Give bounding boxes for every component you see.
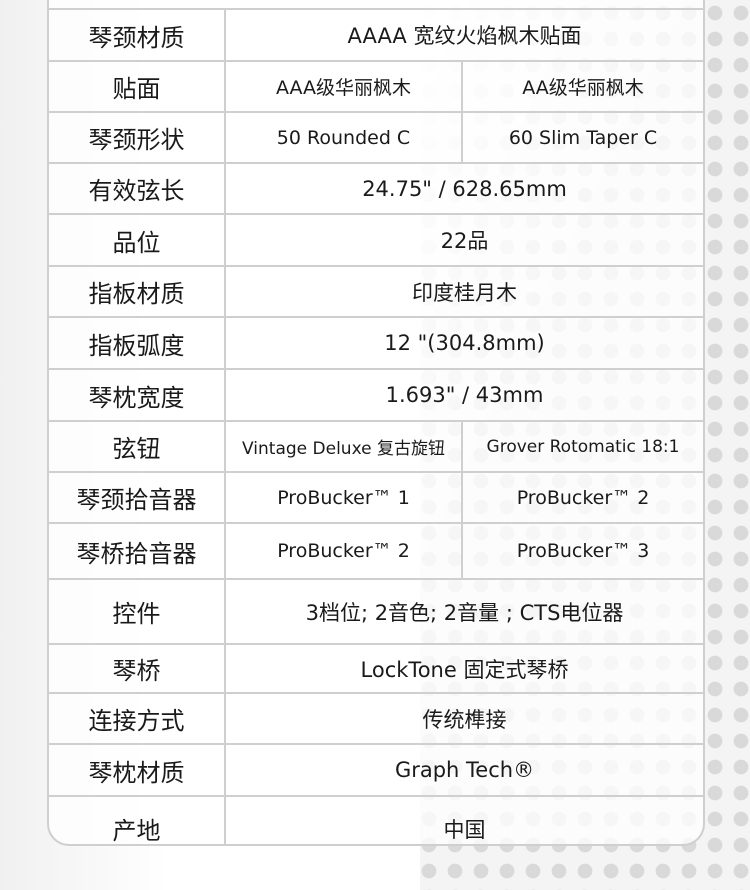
- spec-value: 24.75" / 628.65mm: [362, 176, 567, 201]
- spec-value: Graph Tech®: [394, 758, 535, 782]
- spec-value: 12 "(304.8mm): [384, 331, 545, 355]
- spec-label: 琴颈形状: [49, 113, 226, 162]
- spec-row: 琴枕宽度 1.693" / 43mm: [49, 368, 703, 420]
- spec-row: 琴枕材质 Graph Tech®: [49, 743, 703, 795]
- spec-label: 琴桥拾音器: [49, 524, 226, 578]
- spec-label: 指板材质: [49, 267, 226, 316]
- spec-value: Grover Rotomatic 18:1: [461, 422, 703, 471]
- spec-value: ProBucker™ 1: [277, 486, 410, 509]
- spec-row: 弦钮 Vintage Deluxe 复古旋钮 Grover Rotomatic 18…: [49, 420, 703, 471]
- spec-value: ProBucker™ 2: [461, 473, 703, 522]
- spec-row: 琴颈拾音器 ProBucker™ 1 ProBucker™ 2: [49, 471, 703, 522]
- spec-value: 1.693" / 43mm: [385, 383, 544, 407]
- spec-label: 琴枕宽度: [49, 370, 226, 420]
- spec-label: 连接方式: [49, 694, 226, 743]
- spec-label: 琴枕材质: [49, 745, 226, 795]
- spec-label: 贴面: [49, 62, 226, 111]
- spec-label: 弦钮: [49, 422, 226, 471]
- spec-value: ProBucker™ 3: [461, 524, 703, 578]
- spec-value: 传统榫接: [422, 707, 507, 732]
- spec-value: LockTone 固定式琴桥: [360, 657, 569, 682]
- spec-row: 连接方式 传统榫接: [49, 692, 703, 743]
- spec-row: 贴面 AAA级华丽枫木 AA级华丽枫木: [49, 60, 703, 111]
- spec-row: 琴桥 LockTone 固定式琴桥: [49, 643, 703, 692]
- spec-value: Vintage Deluxe 复古旋钮: [242, 439, 445, 459]
- spec-value: AAA级华丽枫木: [275, 77, 412, 99]
- spec-row: 琴桥拾音器 ProBucker™ 2 ProBucker™ 3: [49, 522, 703, 578]
- spec-label: 指板弧度: [49, 318, 226, 368]
- spec-row: 控件 3档位; 2音色; 2音量 ; CTS电位器: [49, 578, 703, 643]
- spec-row: 琴颈形状 50 Rounded C 60 Slim Taper C: [49, 111, 703, 162]
- spec-label: 琴颈材质: [49, 10, 226, 60]
- spec-row: 指板材质 印度桂月木: [49, 265, 703, 316]
- spec-row: 品位 22品: [49, 213, 703, 265]
- spec-table: 琴颈材质 AAAA 宽纹火焰枫木贴面贴面 AAA级华丽枫木 AA级华丽枫木琴颈形状 50…: [47, 0, 705, 846]
- spec-value: AA级华丽枫木: [461, 62, 703, 111]
- spec-value: 中国: [443, 817, 486, 842]
- spec-label: 品位: [49, 215, 226, 265]
- spec-value: 22品: [440, 229, 489, 253]
- spec-value: 印度桂月木: [412, 280, 517, 305]
- spec-label: 琴桥: [49, 645, 226, 692]
- spec-row: 有效弦长 24.75" / 628.65mm: [49, 162, 703, 213]
- spec-label: 控件: [49, 580, 226, 643]
- spec-row: 琴颈材质 AAAA 宽纹火焰枫木贴面: [49, 8, 703, 60]
- spec-value: ProBucker™ 2: [277, 540, 410, 562]
- spec-label: 琴颈拾音器: [49, 473, 226, 522]
- spec-value: 3档位; 2音色; 2音量 ; CTS电位器: [305, 600, 624, 625]
- spec-label: 产地: [49, 797, 226, 844]
- spec-label: 有效弦长: [49, 164, 226, 213]
- spec-value: AAAA 宽纹火焰枫木贴面: [347, 24, 582, 48]
- spec-row: 产地 中国: [49, 795, 703, 844]
- spec-value: 50 Rounded C: [276, 126, 411, 149]
- spec-row: 指板弧度 12 "(304.8mm): [49, 316, 703, 368]
- spec-value: 60 Slim Taper C: [461, 113, 703, 162]
